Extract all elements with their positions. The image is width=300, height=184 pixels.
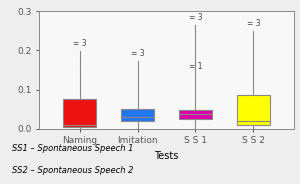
Text: SS2 – Spontaneous Speech 2: SS2 – Spontaneous Speech 2	[12, 166, 134, 175]
PathPatch shape	[121, 109, 154, 121]
PathPatch shape	[179, 110, 212, 119]
Text: SS1 – Spontaneous Speech 1: SS1 – Spontaneous Speech 1	[12, 144, 134, 153]
PathPatch shape	[237, 95, 270, 125]
Text: = 3: = 3	[247, 19, 260, 28]
Text: = 3: = 3	[131, 49, 144, 58]
X-axis label: Tests: Tests	[154, 151, 179, 161]
Text: = 3: = 3	[73, 38, 86, 47]
PathPatch shape	[63, 99, 96, 127]
Text: = 3: = 3	[189, 13, 202, 22]
Text: = 1: = 1	[189, 62, 202, 71]
